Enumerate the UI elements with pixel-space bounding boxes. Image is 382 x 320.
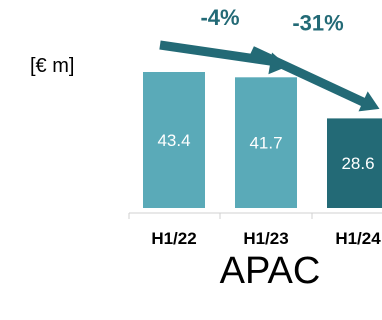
change-label: -4% (200, 5, 239, 30)
change-annotations: -4% -31% (159, 5, 380, 112)
x-axis (128, 212, 382, 219)
bar-h1-24 (327, 118, 382, 208)
value-label: 43.4 (157, 131, 190, 150)
change-arrow (159, 40, 273, 66)
region-title: APAC (219, 250, 321, 292)
bar-h1-23 (235, 77, 297, 208)
unit-label: [€ m] (30, 55, 75, 77)
x-tick-label: H1/23 (243, 229, 288, 248)
change-arrow-head (358, 91, 380, 112)
value-labels: 43.4 41.7 28.6 (157, 131, 374, 173)
bars (143, 72, 382, 208)
bar-h1-22 (143, 72, 205, 208)
value-label: 41.7 (249, 134, 282, 153)
x-tick-label: H1/24 (335, 229, 381, 248)
change-label: -31% (292, 10, 343, 35)
change-arrow (250, 46, 366, 107)
x-tick-label: H1/22 (151, 229, 196, 248)
x-tick-labels: H1/22 H1/23 H1/24 (151, 229, 381, 248)
value-label: 28.6 (341, 154, 374, 173)
